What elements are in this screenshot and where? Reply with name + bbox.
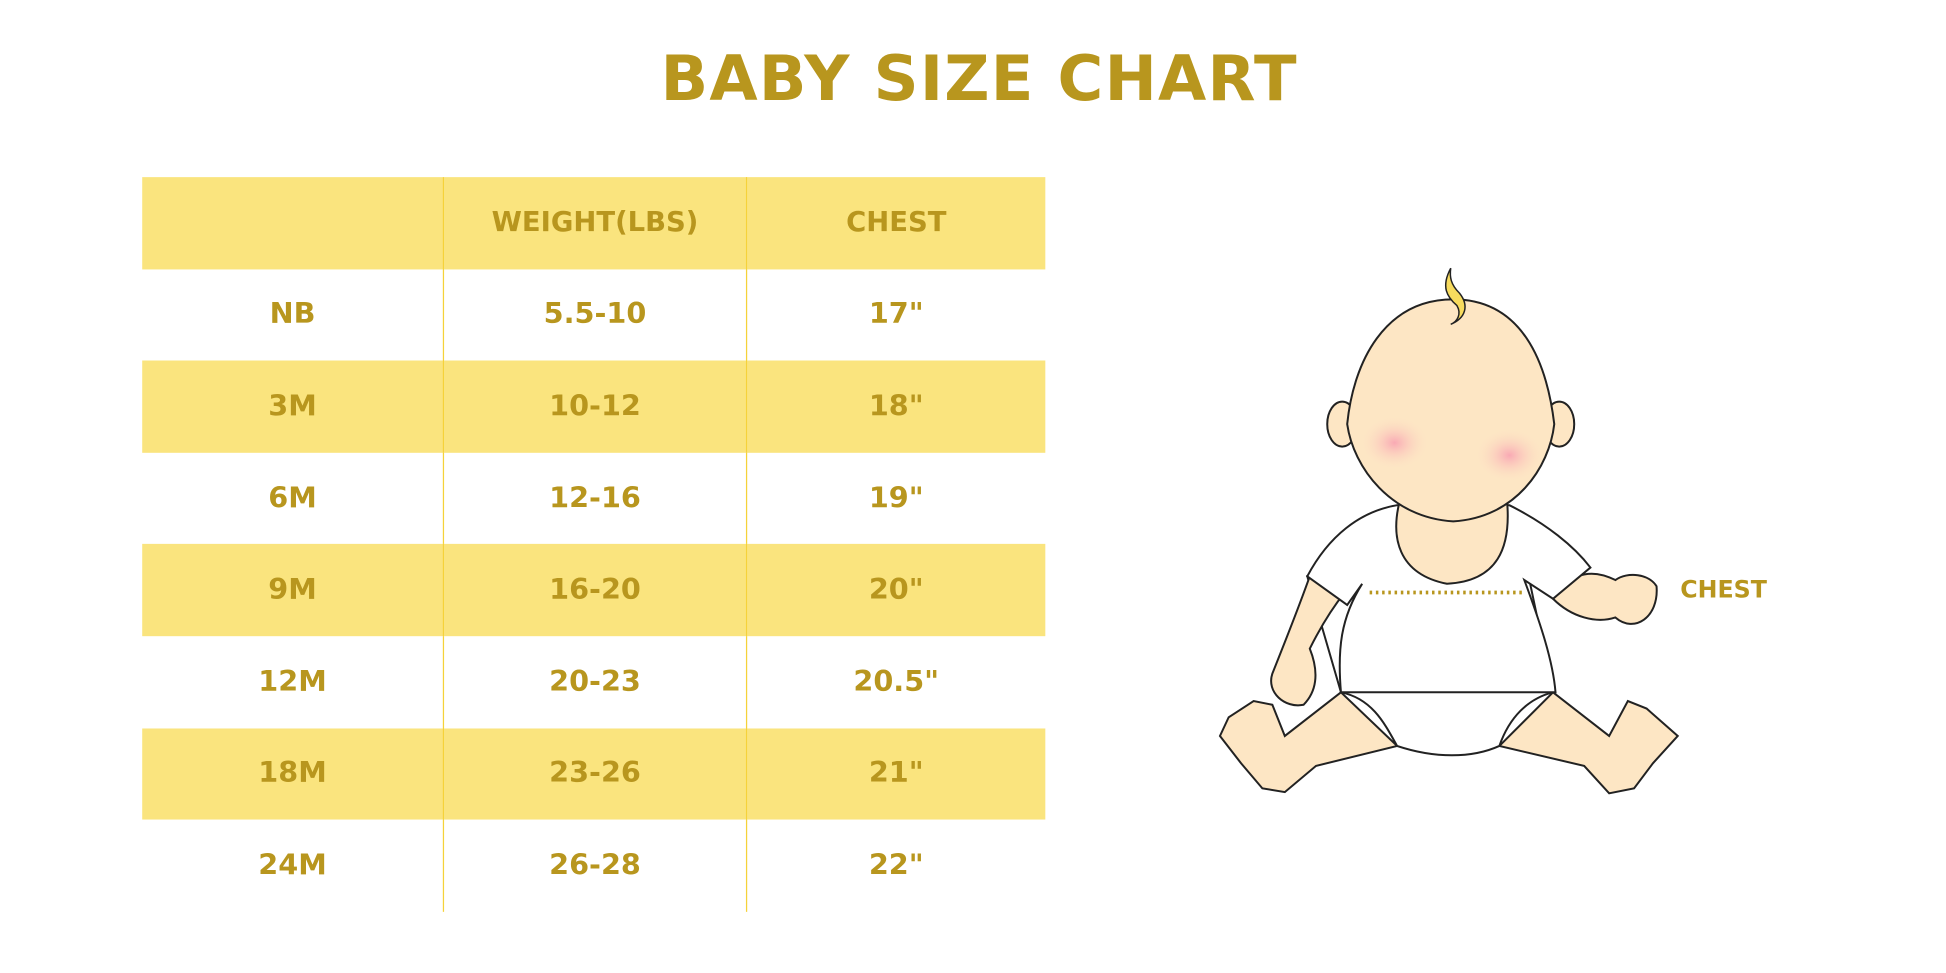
table-row: 24M 26-28 22" <box>142 819 1045 912</box>
size-cell: 12M <box>258 665 327 699</box>
table-row: 12M 20-23 20.5" <box>142 636 1045 728</box>
weight-cell: 26-28 <box>442 819 748 912</box>
table-row: NB 5.5-10 17" <box>142 268 1045 361</box>
chest-cell: 21" <box>868 757 924 791</box>
chest-cell: 22" <box>868 849 924 882</box>
header-weight: WEIGHT(LBS) <box>442 177 748 269</box>
chest-cell: 17" <box>868 298 924 332</box>
weight-cell: 5.5-10 <box>442 268 748 361</box>
weight-cell: 10-12 <box>442 360 748 453</box>
size-cell: 24M <box>258 849 327 882</box>
header-chest: CHEST <box>846 207 947 239</box>
table-row: 6M 12-16 19" <box>142 452 1045 545</box>
header-size <box>142 177 443 269</box>
chest-cell: 18" <box>868 390 924 423</box>
chest-cell: 20" <box>868 574 924 607</box>
size-cell: 9M <box>268 574 317 607</box>
weight-cell: 12-16 <box>442 452 748 545</box>
chest-cell: 19" <box>868 482 924 515</box>
baby-illustration-icon <box>1218 267 1680 795</box>
chest-cell: 20.5" <box>853 665 940 699</box>
table-row: 9M 16-20 20" <box>142 544 1046 637</box>
size-cell: 3M <box>268 390 317 423</box>
weight-cell: 23-26 <box>442 727 748 820</box>
page-title: BABY SIZE CHART <box>660 42 1298 115</box>
chest-label: CHEST <box>1680 576 1767 604</box>
size-cell: 6M <box>268 482 317 515</box>
size-cell: NB <box>269 298 316 332</box>
table-header-row: WEIGHT(LBS) CHEST <box>142 177 1046 269</box>
table-row: 3M 10-12 18" <box>142 360 1046 453</box>
table-row: 18M 23-26 21" <box>142 727 1046 820</box>
weight-cell: 16-20 <box>442 544 748 637</box>
size-cell: 18M <box>258 757 327 791</box>
size-table: WEIGHT(LBS) CHEST NB 5.5-10 17" 3M 10-12… <box>142 177 1046 912</box>
weight-cell: 20-23 <box>442 636 748 728</box>
